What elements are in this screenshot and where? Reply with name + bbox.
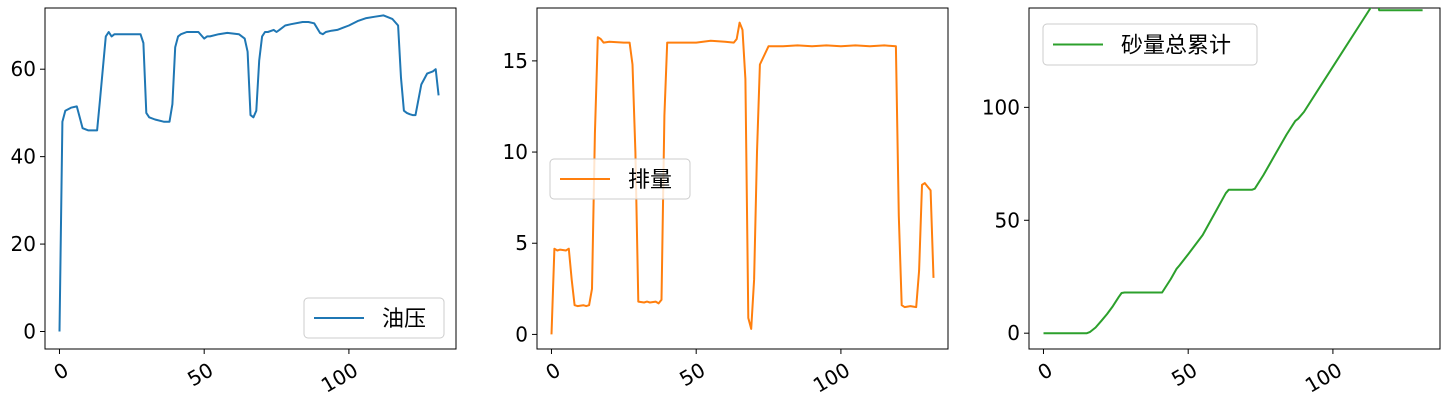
legend-label: 砂量总累计 — [1121, 34, 1231, 59]
legend-box — [303, 297, 445, 339]
x-tick-label: 50 — [183, 358, 217, 392]
y-tick-label: 50 — [995, 208, 1020, 232]
x-tick-label: 50 — [675, 358, 709, 392]
y-tick-label: 100 — [982, 95, 1020, 119]
y-tick-label: 20 — [11, 232, 36, 256]
legend-label: 油压 — [382, 307, 426, 332]
x-tick-label: 0 — [50, 358, 73, 385]
legend-label: 排量 — [628, 168, 672, 193]
x-tick-label: 0 — [542, 358, 565, 385]
series-line-1 — [58, 14, 440, 332]
y-tick-label: 0 — [515, 322, 528, 346]
chart-panel-1: 0 50 100 0 20 40 60 油压 — [11, 7, 457, 398]
legend-box — [549, 158, 691, 200]
chart-panel-3: 0 50 100 0 50 100 砂量总累计 — [982, 7, 1441, 398]
plot-frame — [1028, 7, 1441, 350]
y-tick-label: 10 — [503, 140, 528, 164]
y-tick-label: 0 — [23, 320, 36, 344]
series-line-1 — [550, 21, 935, 335]
x-tick-label: 100 — [317, 358, 362, 398]
y-tick-label: 40 — [11, 145, 36, 169]
series-line-1 — [1043, 8, 1423, 335]
y-tick-label: 60 — [11, 57, 36, 81]
legend: 砂量总累计 — [1042, 23, 1258, 66]
plot-frame — [44, 7, 457, 350]
chart-panel-2: 0 50 100 0 5 10 15 排量 — [503, 7, 949, 398]
x-tick-label: 0 — [1034, 358, 1057, 385]
y-tick-label: 0 — [1007, 321, 1020, 345]
legend-box — [1042, 23, 1258, 66]
y-tick-label: 5 — [515, 231, 528, 255]
x-tick-label: 100 — [809, 358, 854, 398]
x-tick-label: 100 — [1301, 358, 1346, 398]
plot-frame — [536, 7, 949, 350]
legend: 排量 — [549, 158, 691, 200]
legend: 油压 — [303, 297, 445, 339]
x-tick-label: 50 — [1167, 358, 1201, 392]
y-tick-label: 15 — [503, 49, 528, 73]
